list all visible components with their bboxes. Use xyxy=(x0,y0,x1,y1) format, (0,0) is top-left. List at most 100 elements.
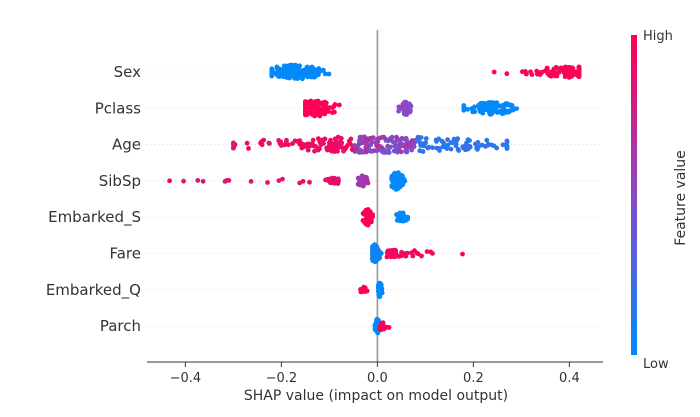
shap-point xyxy=(467,143,472,149)
shap-point xyxy=(296,71,302,77)
shap-point xyxy=(417,148,423,154)
shap-point xyxy=(365,180,371,186)
shap-point xyxy=(310,67,315,73)
shap-point xyxy=(423,136,429,141)
shap-point xyxy=(359,149,365,154)
shap-point xyxy=(371,247,377,253)
shap-point xyxy=(376,293,382,298)
shap-point xyxy=(481,101,487,106)
feature-label: Parch xyxy=(100,317,141,335)
shap-point xyxy=(314,104,319,110)
shap-point xyxy=(551,66,557,72)
shap-point xyxy=(491,69,497,75)
shap-point xyxy=(373,252,378,258)
shap-point xyxy=(398,180,403,185)
shap-point xyxy=(399,135,405,141)
shap-point xyxy=(317,113,323,119)
shap-point xyxy=(484,137,490,143)
shap-point xyxy=(305,147,311,153)
shap-point xyxy=(403,110,409,116)
shap-point xyxy=(392,143,398,149)
x-tick-label: 0.4 xyxy=(559,371,580,386)
shap-point xyxy=(455,136,461,142)
shap-point xyxy=(325,146,331,152)
shap-point xyxy=(363,218,369,224)
shap-point xyxy=(514,106,519,111)
dot-layer xyxy=(167,62,582,336)
shap-point xyxy=(403,137,409,143)
shap-point xyxy=(305,74,311,80)
shap-point xyxy=(304,144,310,149)
feature-label: Embarked_S xyxy=(48,208,141,227)
shap-point xyxy=(465,106,470,112)
colorbar-title: Feature value xyxy=(673,150,689,246)
shap-point xyxy=(400,102,406,107)
shap-point xyxy=(563,64,568,70)
shap-point xyxy=(307,179,312,185)
shap-point xyxy=(475,140,481,145)
shap-point xyxy=(507,109,512,115)
shap-point xyxy=(275,69,281,75)
shap-point xyxy=(398,176,403,182)
shap-point xyxy=(420,141,426,147)
shap-point xyxy=(488,101,494,106)
shap-point xyxy=(424,249,430,255)
shap-point xyxy=(478,104,484,109)
shap-point xyxy=(380,320,385,326)
shap-point xyxy=(259,139,264,145)
shap-point xyxy=(295,66,301,72)
shap-point xyxy=(195,178,201,183)
shap-point xyxy=(504,71,510,77)
shap-point xyxy=(338,136,344,141)
shap-point xyxy=(467,138,472,143)
shap-point xyxy=(393,182,399,187)
shap-point xyxy=(280,176,285,182)
shap-point xyxy=(362,140,368,146)
shap-point xyxy=(460,251,465,257)
shap-point xyxy=(453,141,459,147)
shap-point xyxy=(386,145,392,151)
shap-point xyxy=(317,109,323,114)
shap-point xyxy=(332,109,337,115)
shap-point xyxy=(391,148,397,154)
shap-point xyxy=(479,142,485,148)
shap-point xyxy=(283,139,289,145)
shap-point xyxy=(265,180,270,185)
shap-point xyxy=(319,137,325,143)
shap-point xyxy=(393,171,399,176)
shap-point xyxy=(326,71,332,77)
shap-point xyxy=(292,75,298,81)
shap-point xyxy=(200,178,206,184)
shap-point xyxy=(364,175,369,181)
shap-point xyxy=(323,100,329,106)
shap-point xyxy=(441,140,447,146)
shap-point xyxy=(398,212,403,218)
shap-point xyxy=(411,144,417,150)
colorbar-low-label: Low xyxy=(643,357,669,372)
shap-point xyxy=(311,73,317,79)
shap-point xyxy=(349,147,355,152)
shap-point xyxy=(399,249,404,255)
shap-point xyxy=(566,75,572,80)
shap-point xyxy=(371,257,377,263)
shap-point xyxy=(528,69,533,75)
shap-point xyxy=(392,248,398,254)
shap-point xyxy=(495,103,501,109)
shap-point xyxy=(426,144,432,150)
shap-point xyxy=(363,149,369,155)
shap-point xyxy=(430,251,435,256)
shap-point xyxy=(372,148,377,154)
shap-point xyxy=(343,145,349,150)
feature-label: Embarked_Q xyxy=(46,281,141,300)
shap-point xyxy=(474,145,479,151)
shap-point xyxy=(297,180,303,186)
shap-point xyxy=(408,103,414,109)
shap-point xyxy=(539,69,545,75)
shap-point xyxy=(460,144,466,150)
shap-point xyxy=(356,182,361,188)
shap-point xyxy=(504,144,510,150)
shap-point xyxy=(364,136,370,142)
shap-point xyxy=(246,146,251,151)
shap-point xyxy=(384,254,390,260)
shap-point xyxy=(231,141,236,147)
